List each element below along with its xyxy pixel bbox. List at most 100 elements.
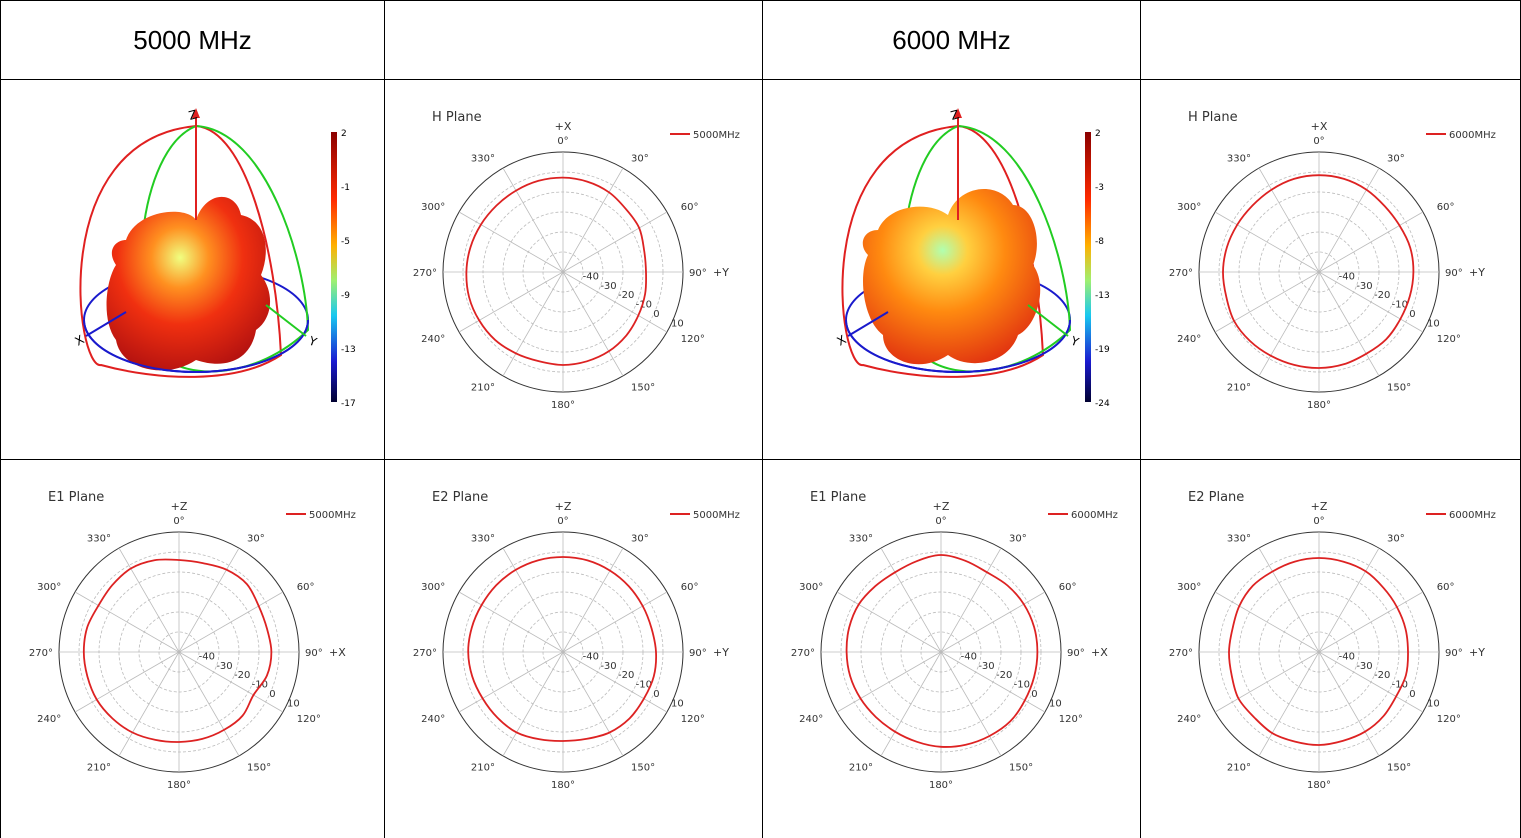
- z-axis-label: Z: [187, 107, 199, 123]
- angle-tick-label: 60°: [681, 582, 699, 593]
- radial-tick-label: 0: [653, 309, 659, 320]
- angle-tick-label: 240°: [421, 334, 445, 345]
- radial-tick-label: -40: [583, 651, 599, 662]
- color-scale-label: 2: [1095, 129, 1101, 139]
- radial-tick-label: 10: [1427, 318, 1440, 329]
- z-axis-arrow: [954, 108, 962, 118]
- angle-spoke: [1258, 167, 1320, 273]
- z-axis-label: Z: [949, 107, 961, 123]
- angle-tick-label: 330°: [1227, 154, 1251, 165]
- cell-3d-6000: Z X Y 2 -3 -8 -13 -19 -24: [763, 80, 1140, 459]
- angle-tick-label: 240°: [37, 714, 61, 725]
- angle-spoke: [502, 651, 564, 757]
- color-scale-label: -3: [1095, 183, 1104, 193]
- radial-tick-label: -20: [618, 290, 634, 301]
- angle-tick-label: 0°: [557, 516, 568, 527]
- col-divider-2: [762, 0, 763, 838]
- angle-tick-label: 330°: [1227, 534, 1251, 545]
- angle-spoke: [880, 547, 942, 653]
- legend-label: 6000MHz: [1071, 510, 1118, 521]
- cell-polar-h6000: H Plane 6000MHz 0° 30° 60° 90° 120° 150° 180° 210…: [1141, 80, 1520, 459]
- angle-tick-label: 300°: [1177, 202, 1201, 213]
- angle-tick-label: 180°: [929, 780, 953, 791]
- radial-tick-label: -40: [961, 651, 977, 662]
- radial-tick-label: 10: [671, 318, 684, 329]
- angle-tick-label: 60°: [1437, 202, 1455, 213]
- color-scale-bar: [331, 132, 337, 402]
- radial-tick-label: -10: [636, 300, 652, 311]
- radial-tick-label: -20: [234, 670, 250, 681]
- top-axis-label: +Z: [933, 500, 950, 513]
- right-axis-label: +Y: [713, 646, 729, 659]
- radial-tick-label: -10: [1392, 680, 1408, 691]
- polar-chart-h-plane-6000: H Plane 6000MHz 0° 30° 60° 90° 120° 150° 180° 210…: [1169, 110, 1496, 411]
- legend-label: 6000MHz: [1449, 130, 1496, 141]
- angle-tick-label: 270°: [413, 648, 437, 659]
- angle-spoke: [1214, 591, 1320, 653]
- cell-polar-e2-6000: E2 Plane 6000MHz 0° 30° 60° 90° 120° 150° 180° 21…: [1141, 460, 1520, 838]
- angle-spoke: [458, 591, 564, 653]
- radial-tick-label: -30: [978, 661, 994, 672]
- header-label: 6000 MHz: [892, 24, 1011, 55]
- angle-tick-label: 30°: [247, 534, 265, 545]
- right-axis-label: +Y: [713, 266, 729, 279]
- angle-tick-label: 120°: [681, 714, 705, 725]
- border-left: [0, 0, 1, 838]
- top-axis-label: +Z: [171, 500, 188, 513]
- radial-tick-label: 10: [1049, 698, 1062, 709]
- pattern-trace: [845, 554, 1039, 748]
- angle-spoke: [1258, 651, 1320, 757]
- radial-tick-label: -20: [996, 670, 1012, 681]
- angle-spoke: [74, 591, 180, 653]
- angle-spoke: [562, 651, 668, 713]
- angle-tick-label: 60°: [1059, 582, 1077, 593]
- chart-title: E2 Plane: [432, 490, 488, 505]
- angle-spoke: [1318, 651, 1424, 713]
- angle-spoke: [562, 271, 668, 333]
- angle-tick-label: 150°: [631, 762, 655, 773]
- color-scale-label: -9: [341, 291, 350, 301]
- cell-polar-e1-5000: E1 Plane 5000MHz 0° 30° 60° 90° 120° 150° 180° 21…: [1, 460, 384, 838]
- azimuth-ring-front: [83, 319, 309, 373]
- radial-tick-label: -10: [1392, 300, 1408, 311]
- angle-tick-label: 330°: [471, 154, 495, 165]
- angle-tick-label: 150°: [1009, 762, 1033, 773]
- top-axis-label: +Z: [555, 500, 572, 513]
- radial-tick-label: -30: [216, 661, 232, 672]
- radial-tick-label: -30: [1356, 281, 1372, 292]
- angle-spoke: [118, 651, 180, 757]
- polar-chart-h-plane-5000: H Plane 5000MHz 0° 30° 60° 90° 120° 150° 180° 210…: [413, 110, 740, 411]
- pattern-trace: [467, 556, 658, 742]
- color-scale-label: -1: [341, 183, 350, 193]
- row-divider-1: [0, 79, 1521, 80]
- angle-tick-label: 240°: [1177, 334, 1201, 345]
- radial-tick-label: -10: [1014, 680, 1030, 691]
- radial-tick-label: 0: [1409, 309, 1415, 320]
- angle-tick-label: 0°: [935, 516, 946, 527]
- radiation-blob: [106, 196, 271, 371]
- angle-tick-label: 270°: [413, 268, 437, 279]
- angle-tick-label: 180°: [551, 780, 575, 791]
- angle-tick-label: 300°: [799, 582, 823, 593]
- angle-spoke: [562, 271, 624, 377]
- angle-spoke: [178, 591, 284, 653]
- angle-spoke: [178, 547, 240, 653]
- radial-tick-label: -40: [1339, 271, 1355, 282]
- polar-chart-e1-plane-5000: E1 Plane 5000MHz 0° 30° 60° 90° 120° 150° 180° 21…: [29, 490, 356, 791]
- angle-spoke: [1318, 547, 1380, 653]
- legend-label: 5000MHz: [693, 130, 740, 141]
- y-axis-label: Y: [1068, 333, 1081, 349]
- angle-spoke: [1214, 271, 1320, 333]
- right-axis-label: +X: [329, 646, 346, 659]
- angle-tick-label: 210°: [471, 762, 495, 773]
- angle-tick-label: 270°: [1169, 268, 1193, 279]
- right-axis-label: +Y: [1469, 646, 1485, 659]
- angle-tick-label: 30°: [1387, 534, 1405, 545]
- col-divider-3: [1140, 0, 1141, 838]
- cell-polar-e1-6000: E1 Plane 6000MHz 0° 30° 60° 90° 120° 150° 180° 21…: [763, 460, 1140, 838]
- radial-tick-label: -40: [199, 651, 215, 662]
- angle-spoke: [502, 547, 564, 653]
- angle-spoke: [562, 591, 668, 653]
- radial-tick-label: -20: [1374, 670, 1390, 681]
